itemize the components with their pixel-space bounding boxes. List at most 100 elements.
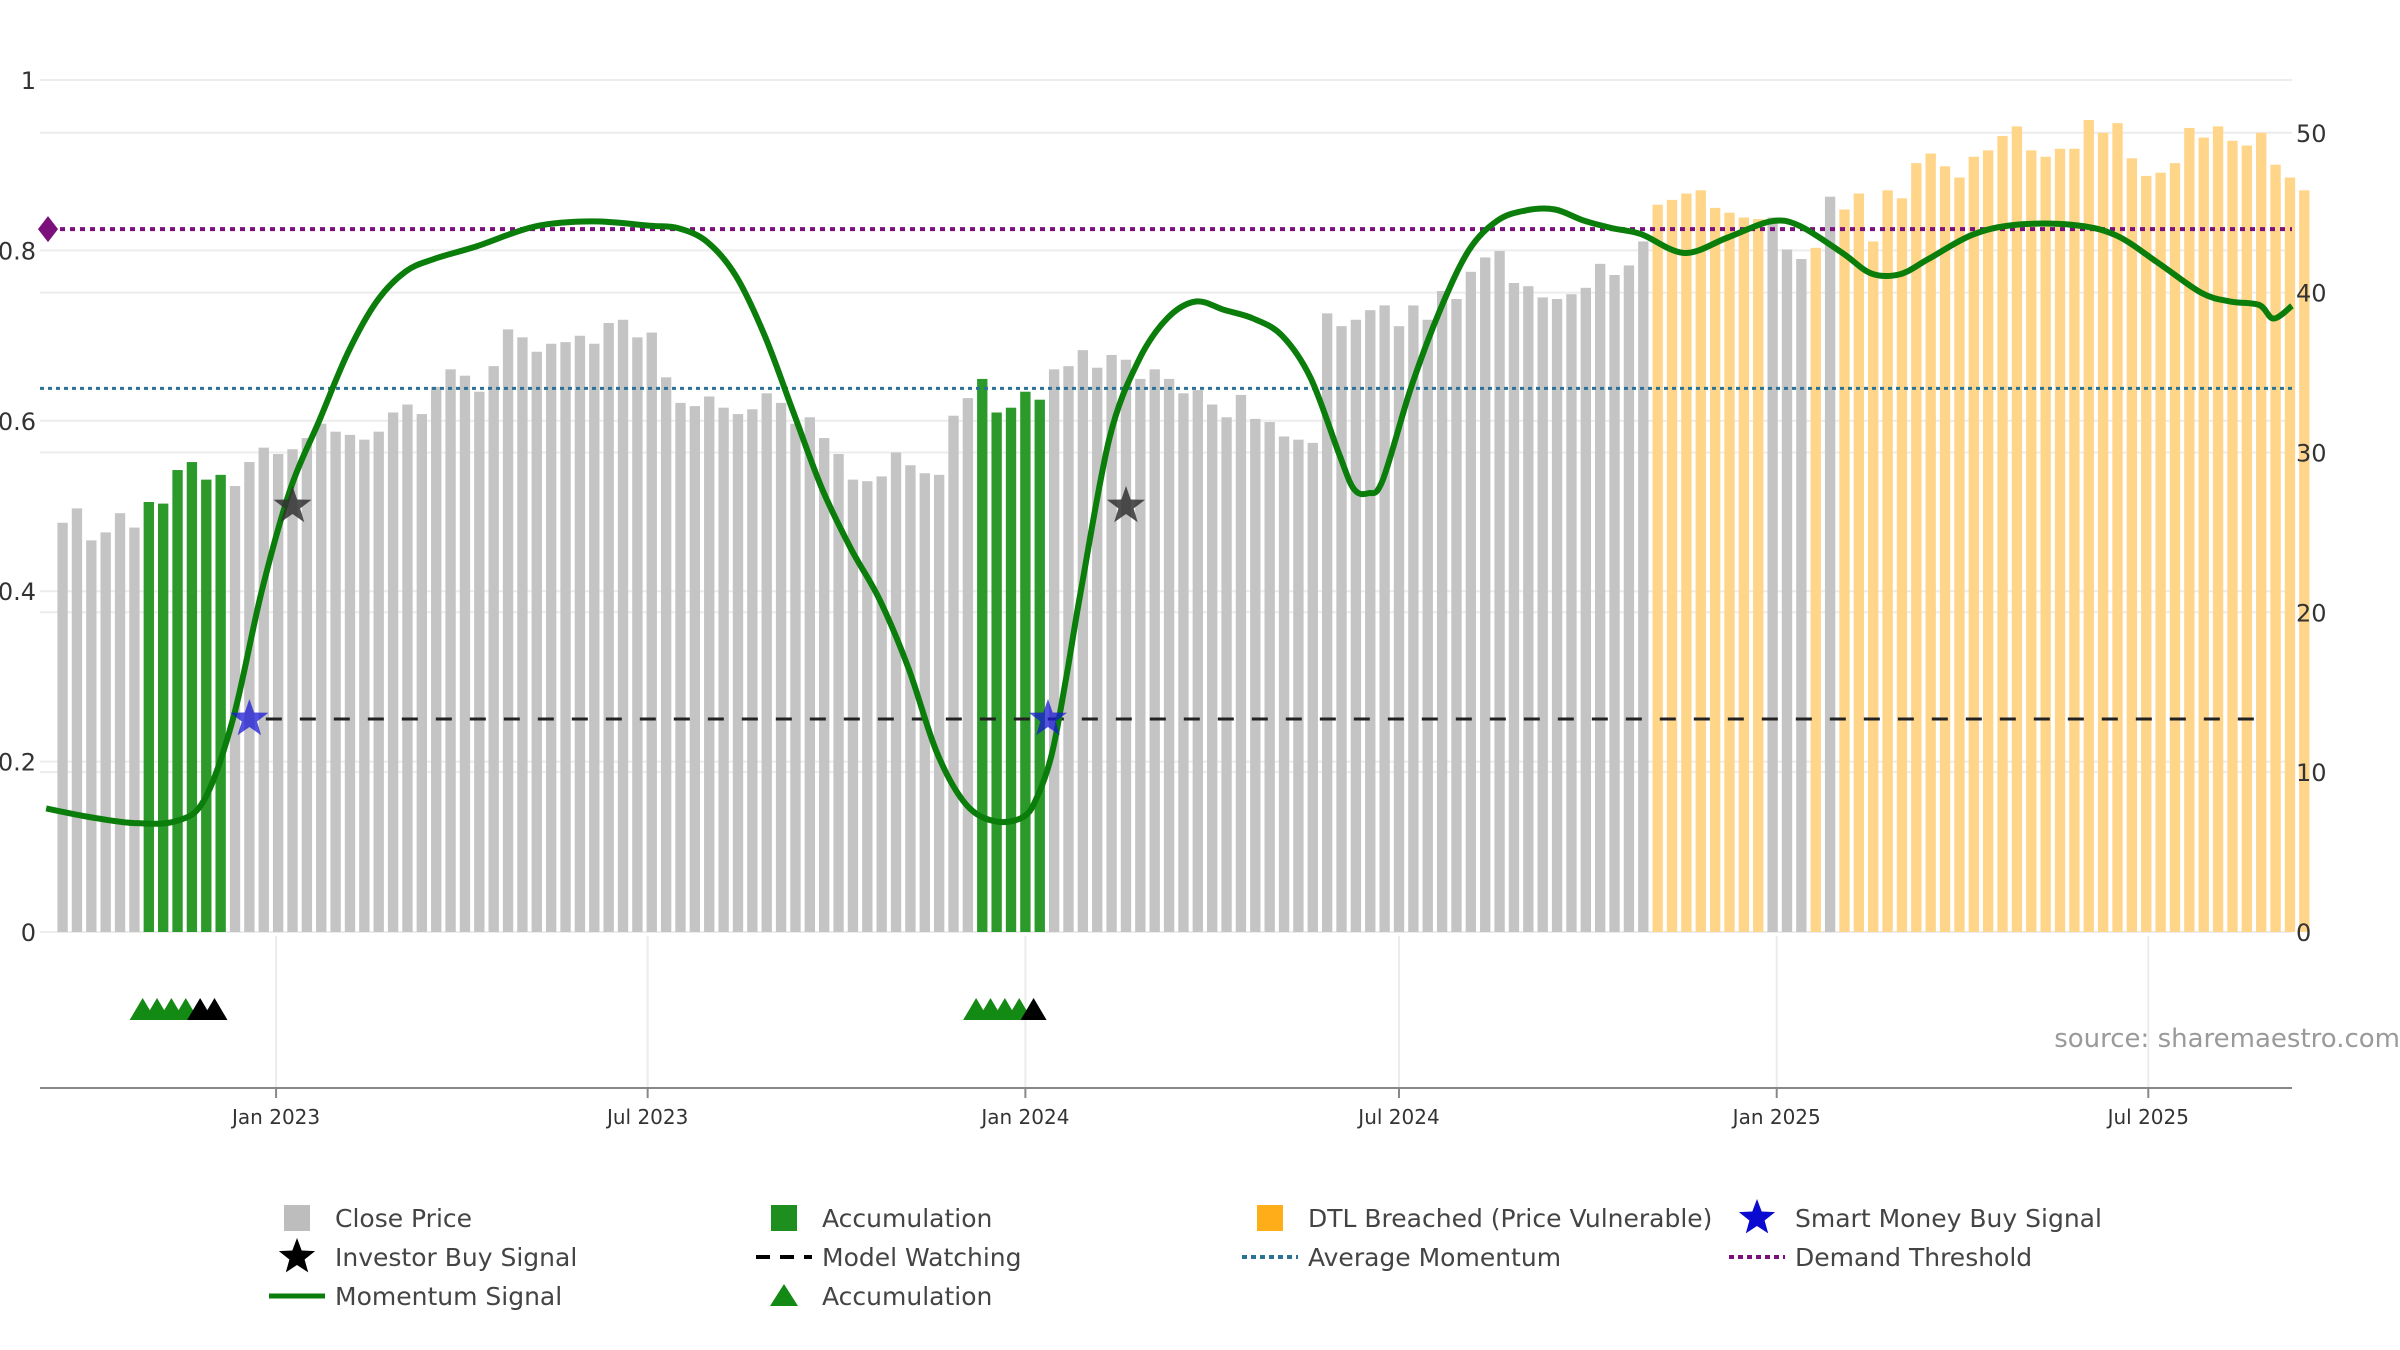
signal-lines (38, 205, 2294, 827)
close-price-bar (790, 423, 801, 932)
close-price-bar (272, 454, 284, 932)
close-price-bar (402, 404, 413, 932)
close-price-bar (560, 342, 571, 933)
dtl-breached-bar (2299, 190, 2310, 932)
close-price-bar (1551, 298, 1563, 932)
close-price-bar (603, 322, 614, 932)
dtl-breached-bar (2227, 140, 2238, 932)
dtl-breached-bar (2256, 132, 2267, 932)
time-tick-label: Jul 2025 (2106, 1105, 2189, 1129)
accumulation-triangle (201, 998, 228, 1020)
close-price-bar (933, 474, 945, 932)
close-price-bar (1149, 369, 1160, 932)
signal-markers (129, 486, 1145, 1020)
close-price-bar (1048, 369, 1060, 932)
smart-money-buy-star (1028, 699, 1067, 736)
close-price-bar (1623, 265, 1635, 932)
time-tick-label: Jan 2025 (1731, 1105, 1821, 1129)
accumulation-bar (977, 378, 988, 932)
close-price-bar (1494, 251, 1505, 932)
close-price-bar (962, 398, 974, 932)
close-price-bar (689, 406, 701, 932)
close-price-bar (287, 449, 298, 932)
close-price-bar (301, 438, 313, 932)
close-price-bar (1135, 378, 1146, 932)
close-price-bar (316, 423, 327, 932)
close-price-bar (1537, 297, 1548, 932)
dtl-breached-bar (2169, 163, 2181, 932)
close-price-bar (847, 479, 859, 932)
dtl-breached-bar (1724, 212, 1735, 932)
close-price-bar (747, 409, 758, 933)
price-bars (57, 119, 2310, 933)
dtl-breached-bar (1652, 204, 1663, 932)
smart-money-buy-star (230, 699, 269, 736)
time-tick-label: Jan 2023 (230, 1105, 320, 1129)
close-price-bar (948, 415, 959, 932)
close-price-bar (1163, 378, 1175, 932)
accumulation-bar (143, 502, 154, 932)
right-tick-label: 40 (2296, 280, 2327, 308)
right-tick-label: 20 (2296, 599, 2327, 627)
dtl-breached-bar (1853, 193, 1865, 933)
close-price-bar (804, 417, 816, 932)
close-price-bar (474, 391, 485, 933)
dtl-breached-bar (2184, 127, 2195, 933)
close-price-bar (57, 522, 68, 932)
close-price-bar (114, 513, 126, 932)
left-tick-label: 0.2 (0, 749, 36, 777)
close-price-bar (1278, 436, 1290, 932)
dtl-breached-bar (1868, 241, 1879, 932)
dtl-breached-bar (1997, 135, 2008, 933)
close-price-bar (1580, 287, 1591, 932)
close-price-bar (1120, 359, 1132, 933)
close-price-bar (244, 462, 255, 932)
accumulation-bar (157, 503, 169, 932)
dtl-breached-bar (2155, 172, 2166, 932)
close-price-bar (1307, 442, 1318, 932)
close-price-bar (1321, 313, 1333, 932)
close-price-bar (1609, 275, 1620, 933)
close-price-bar (905, 465, 916, 932)
close-price-bar (86, 540, 97, 932)
close-price-bar (1350, 319, 1362, 932)
left-tick-label: 1 (21, 67, 36, 95)
close-price-bar (387, 412, 399, 932)
dtl-breached-bar (2198, 137, 2209, 932)
accumulation-bar (991, 412, 1002, 932)
dtl-breached-bar (1681, 193, 1692, 933)
close-price-bar (517, 337, 528, 932)
close-price-bar (258, 447, 269, 932)
close-price-bar (359, 439, 370, 932)
right-tick-label: 30 (2296, 439, 2327, 467)
investor-buy-star (1106, 486, 1145, 523)
dtl-breached-bar (2097, 132, 2109, 932)
dtl-breached-bar (2069, 148, 2080, 932)
left-tick-label: 0 (21, 919, 36, 947)
close-price-bar (1436, 291, 1448, 933)
close-price-bar (1824, 196, 1836, 932)
left-tick-label: 0.6 (0, 408, 36, 436)
dtl-breached-bar (2241, 145, 2253, 933)
close-price-bar (1192, 390, 1203, 932)
close-price-bar (1480, 257, 1491, 932)
close-price-bar (1250, 418, 1261, 932)
close-price-bar (1451, 298, 1462, 932)
dtl-breached-bar (2011, 126, 2023, 933)
close-price-bar (1796, 259, 1807, 933)
close-price-bar (1523, 286, 1534, 932)
dtl-breached-bar (1983, 150, 1994, 932)
close-price-bar (545, 343, 557, 933)
dtl-breached-bar (1666, 199, 1678, 932)
dtl-breached-bar (2112, 123, 2123, 932)
close-price-bar (919, 473, 930, 932)
close-price-bar (531, 351, 542, 932)
dtl-breached-bar (2040, 156, 2051, 932)
close-price-bar (1393, 326, 1405, 933)
close-price-bar (373, 431, 384, 932)
dtl-breached-bar (1753, 219, 1764, 933)
close-price-bar (1077, 350, 1089, 932)
close-price-bar (1221, 417, 1232, 932)
